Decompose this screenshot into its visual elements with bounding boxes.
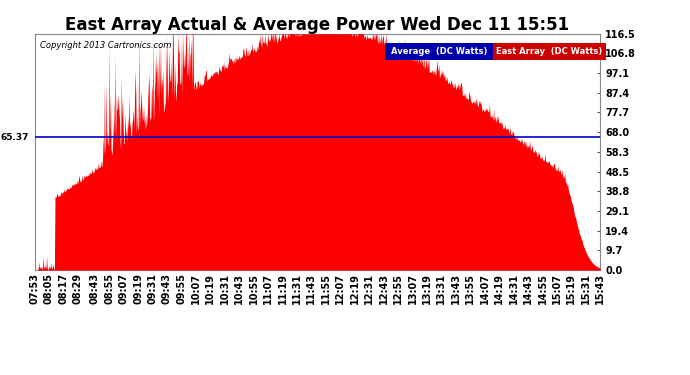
Text: East Array  (DC Watts): East Array (DC Watts)	[496, 47, 602, 56]
Text: 65.37: 65.37	[0, 133, 29, 142]
Bar	[493, 43, 606, 60]
Title: East Array Actual & Average Power Wed Dec 11 15:51: East Array Actual & Average Power Wed De…	[66, 16, 569, 34]
Bar	[385, 43, 493, 60]
Text: Average  (DC Watts): Average (DC Watts)	[391, 47, 487, 56]
Text: Copyright 2013 Cartronics.com: Copyright 2013 Cartronics.com	[40, 41, 172, 50]
